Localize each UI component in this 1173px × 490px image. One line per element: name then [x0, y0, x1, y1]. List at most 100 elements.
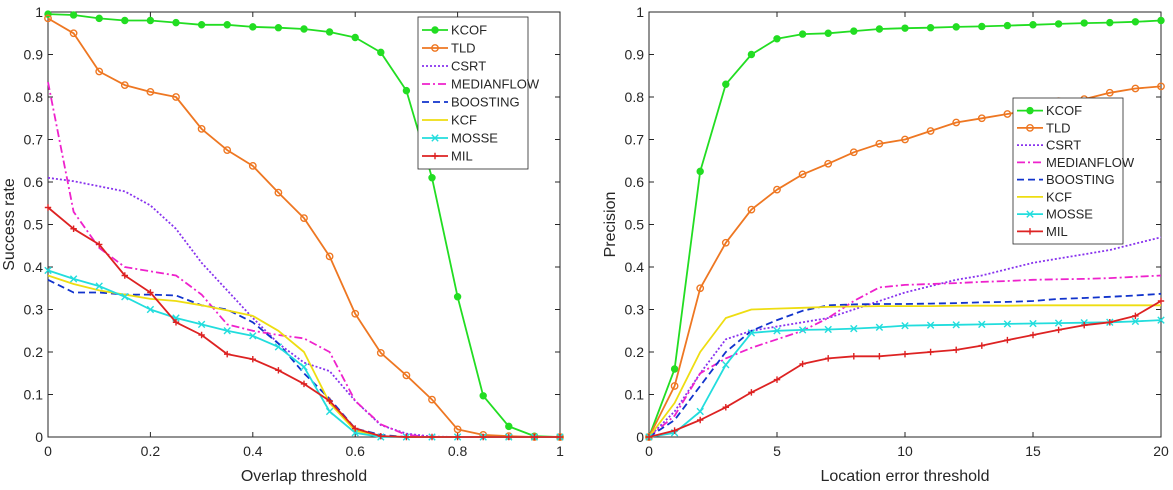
y-tick-label: 0.8 — [24, 89, 44, 105]
data-point — [850, 324, 858, 333]
data-point — [926, 24, 935, 32]
data-point — [453, 425, 462, 434]
x-axis-label: Overlap threshold — [241, 468, 367, 485]
legend-marker — [1026, 106, 1034, 115]
legend-label: BOOSTING — [1046, 172, 1115, 187]
data-point — [1105, 88, 1114, 97]
data-point — [479, 392, 487, 400]
series-line-medianflow — [648, 274, 1162, 438]
data-point — [1003, 320, 1012, 328]
data-point — [722, 80, 730, 88]
data-point — [172, 18, 180, 27]
data-point — [824, 159, 833, 168]
chart-panel-2: 0 5 10 15 20 0 0.1 0.2 0.3 0.4 0.5 0.6 0.7 0.8 0.9 1 Loc… — [602, 4, 1169, 485]
legend-label: MOSSE — [1046, 207, 1093, 222]
data-point — [901, 135, 909, 144]
data-point — [275, 367, 282, 374]
data-point — [1131, 317, 1140, 326]
data-point — [480, 433, 487, 441]
data-point — [402, 371, 411, 380]
y-tick-label: 0.6 — [625, 174, 645, 190]
series-line-csrt — [648, 236, 1162, 438]
legend-marker — [1026, 123, 1034, 132]
data-point — [1157, 316, 1165, 324]
series-kcof — [645, 16, 1165, 441]
legend-label: CSRT — [451, 59, 486, 74]
data-point — [977, 114, 986, 123]
x-tick-label: 20 — [1153, 443, 1169, 459]
data-point — [300, 25, 308, 33]
x-tick-label: 0.8 — [448, 443, 468, 459]
data-point — [901, 24, 909, 32]
data-point — [44, 266, 52, 275]
x-tick-label: 0 — [645, 443, 653, 459]
data-point — [978, 320, 986, 329]
legend-marker — [1026, 228, 1034, 235]
data-point — [875, 323, 884, 332]
data-point — [721, 238, 730, 247]
series-line-boosting — [47, 278, 560, 438]
data-point — [197, 124, 206, 133]
data-point — [926, 127, 935, 135]
series-mil — [645, 297, 1165, 441]
data-point — [952, 118, 961, 127]
data-point — [1080, 19, 1088, 27]
x-tick-label: 0 — [44, 443, 52, 459]
x-tick-label: 15 — [1025, 443, 1041, 459]
data-point — [1055, 326, 1062, 334]
data-point — [875, 25, 884, 33]
data-point — [1131, 84, 1140, 93]
data-point — [274, 343, 283, 351]
legend-label: MEDIANFLOW — [451, 77, 540, 92]
y-tick-label: 0.9 — [625, 47, 645, 63]
y-tick-label: 0.1 — [625, 387, 645, 403]
data-point — [849, 148, 858, 157]
legend-label: BOOSTING — [451, 95, 520, 110]
y-axis-label: Precision — [602, 192, 619, 258]
data-point — [172, 319, 180, 326]
data-point — [428, 174, 436, 182]
y-tick-label: 0.2 — [625, 344, 645, 360]
data-point — [876, 353, 883, 360]
legend-marker — [431, 152, 439, 160]
y-tick-label: 0.3 — [625, 302, 645, 318]
series-kcf — [648, 304, 1161, 438]
data-point — [978, 22, 986, 31]
series-line-kcf — [648, 304, 1161, 438]
data-point — [249, 356, 256, 363]
legend: KCOF TLD CSRT MEDIANFLOW BOOSTING KCF MOSSE MIL — [1012, 97, 1135, 245]
data-point — [1029, 331, 1037, 339]
data-point — [121, 272, 128, 279]
data-point — [146, 88, 155, 96]
data-point — [773, 327, 781, 335]
legend-label: CSRT — [1046, 138, 1081, 153]
data-point — [1004, 336, 1011, 344]
data-point — [670, 382, 679, 390]
data-point — [69, 275, 78, 283]
data-point — [824, 325, 832, 334]
data-point — [1157, 82, 1165, 91]
data-point — [722, 361, 730, 369]
data-point — [428, 395, 436, 404]
legend-label: MEDIANFLOW — [1046, 155, 1135, 170]
data-point — [121, 16, 129, 25]
y-tick-label: 0.2 — [24, 344, 44, 360]
x-tick-label: 0.4 — [243, 443, 263, 459]
data-point — [798, 170, 807, 179]
legend-marker — [431, 26, 439, 34]
x-tick-label: 0.6 — [345, 443, 365, 459]
legend-label: MIL — [451, 149, 473, 164]
data-point — [223, 146, 232, 155]
series-line-tld — [47, 17, 560, 438]
data-point — [300, 363, 308, 371]
data-point — [798, 30, 807, 38]
data-point — [747, 50, 756, 59]
data-point — [146, 305, 155, 314]
data-point — [926, 321, 935, 329]
data-point — [44, 204, 52, 211]
data-point — [300, 214, 308, 223]
data-point — [824, 29, 832, 37]
data-point — [773, 376, 781, 383]
y-tick-label: 1 — [35, 4, 43, 20]
data-point — [325, 252, 334, 261]
